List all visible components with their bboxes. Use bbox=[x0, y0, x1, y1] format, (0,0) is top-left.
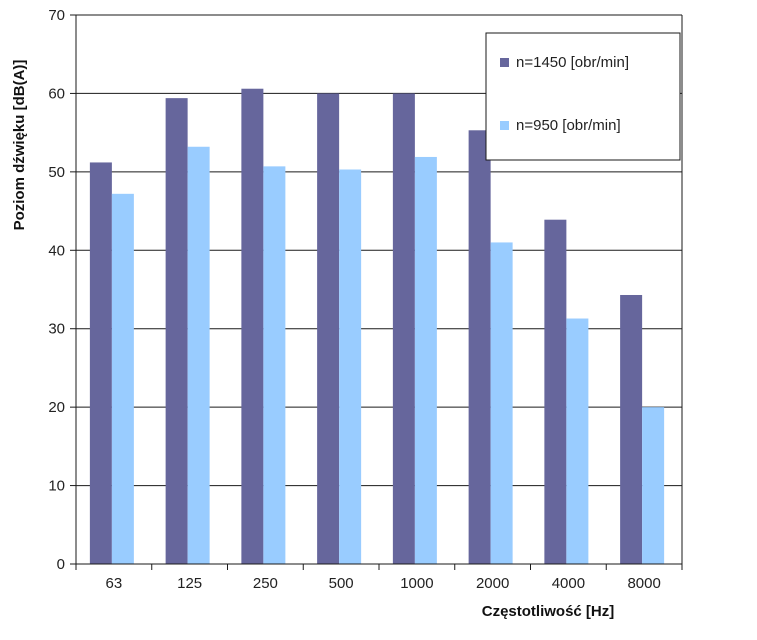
bar-n1450-63 bbox=[89, 162, 112, 564]
bar-n950-125 bbox=[187, 146, 210, 564]
y-tick-label: 70 bbox=[48, 7, 65, 24]
legend-label-n950: n=950 [obr/min] bbox=[516, 117, 621, 134]
legend-label-n1450: n=1450 [obr/min] bbox=[516, 54, 629, 71]
legend-swatch-n1450 bbox=[500, 58, 509, 67]
x-tick-label: 63 bbox=[106, 575, 123, 592]
legend-box bbox=[485, 32, 681, 161]
axes bbox=[75, 15, 683, 570]
legend: n=1450 [obr/min] n=950 [obr/min] bbox=[485, 32, 681, 161]
x-tick-label: 500 bbox=[329, 575, 354, 592]
x-tick-label: 1000 bbox=[400, 575, 433, 592]
y-axis-title: Poziom dźwięku [dB(A)] bbox=[11, 60, 28, 231]
bar-n1450-500 bbox=[317, 93, 340, 564]
bar-n950-1000 bbox=[414, 156, 437, 564]
bar-n1450-1000 bbox=[392, 93, 415, 564]
bar-n950-500 bbox=[339, 169, 362, 565]
x-tick-label: 8000 bbox=[627, 575, 660, 592]
bar-n1450-8000 bbox=[620, 294, 643, 564]
bar-n950-250 bbox=[263, 166, 286, 565]
y-tick-labels: 0 10 20 30 40 50 60 70 bbox=[48, 7, 65, 573]
x-tick-label: 4000 bbox=[552, 575, 585, 592]
x-axis-title: Częstotliwość [Hz] bbox=[482, 603, 615, 620]
y-tick-label: 0 bbox=[57, 556, 65, 573]
bars bbox=[89, 88, 665, 565]
bar-n1450-125 bbox=[165, 98, 188, 565]
y-tick-label: 10 bbox=[48, 478, 65, 495]
bar-n950-8000 bbox=[642, 407, 665, 564]
legend-swatch-n950 bbox=[500, 121, 509, 130]
y-tick-label: 40 bbox=[48, 242, 65, 259]
y-tick-label: 60 bbox=[48, 85, 65, 102]
x-tick-label: 250 bbox=[253, 575, 278, 592]
bar-n1450-4000 bbox=[544, 219, 567, 564]
bar-n950-2000 bbox=[490, 242, 513, 564]
y-tick-label: 30 bbox=[48, 321, 65, 338]
x-tick-labels: 63 125 250 500 1000 2000 4000 8000 bbox=[106, 575, 661, 592]
x-tick-label: 2000 bbox=[476, 575, 509, 592]
y-tick-label: 20 bbox=[48, 399, 65, 416]
x-tick-label: 125 bbox=[177, 575, 202, 592]
bar-n950-63 bbox=[111, 193, 134, 564]
y-tick-label: 50 bbox=[48, 164, 65, 181]
bar-n1450-2000 bbox=[468, 130, 491, 565]
bar-n1450-250 bbox=[241, 88, 264, 565]
bar-n950-4000 bbox=[566, 318, 589, 564]
